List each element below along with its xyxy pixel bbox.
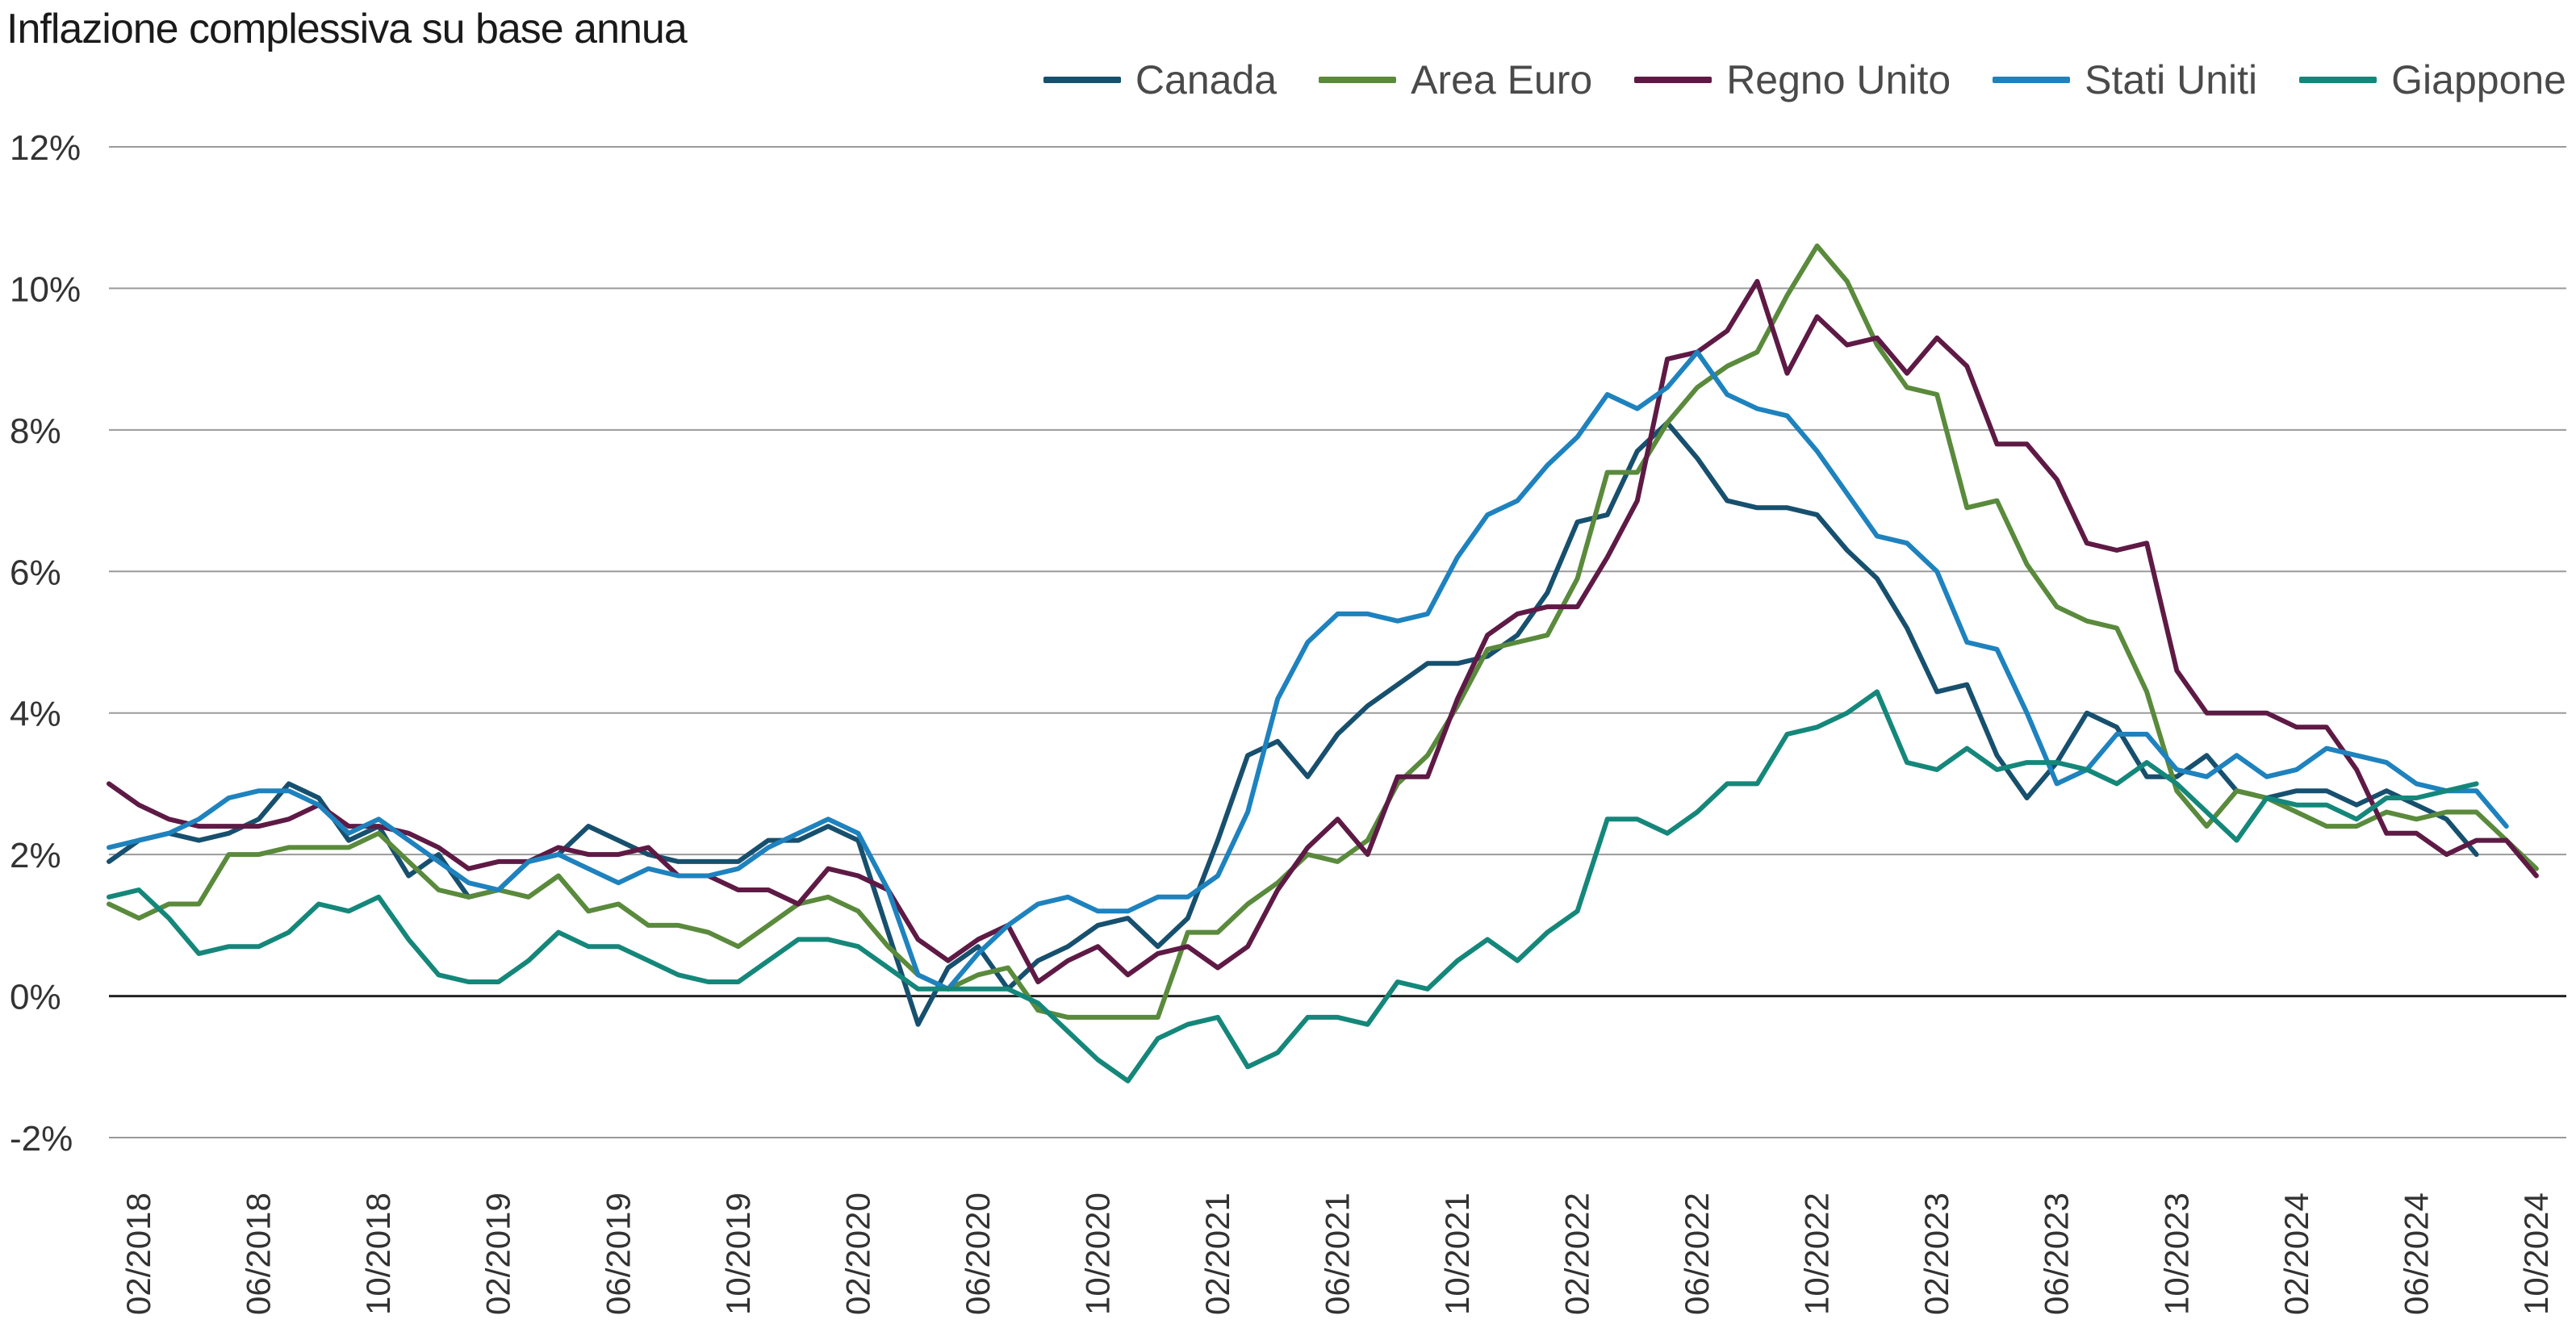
x-tick-label: 06/2022 <box>1678 1192 1716 1315</box>
x-tick-label: 06/2019 <box>599 1192 637 1315</box>
legend-swatch-giappone <box>2299 77 2377 83</box>
gridlines <box>109 146 2566 1138</box>
x-tick-label: 10/2022 <box>1798 1192 1836 1315</box>
x-tick-label: 06/2020 <box>959 1192 997 1315</box>
series-line-giappone <box>107 689 2479 1084</box>
x-axis-ticks: 02/2018 06/2018 10/2018 02/2019 06/2019 10/20… <box>119 1192 2555 1315</box>
series-line-regno-unito <box>107 278 2539 984</box>
y-tick-label: 0% <box>10 978 61 1017</box>
y-tick-label: 4% <box>10 695 61 734</box>
legend-swatch-area-euro <box>1319 77 1397 83</box>
x-tick-label: 10/2019 <box>719 1192 757 1315</box>
x-tick-label: 02/2023 <box>1917 1192 1955 1315</box>
x-tick-label: 02/2019 <box>479 1192 517 1315</box>
legend-label-regno-unito: Regno Unito <box>1726 57 1951 102</box>
x-tick-label: 06/2024 <box>2397 1192 2435 1315</box>
legend-item-regno-unito: Regno Unito <box>1634 56 1951 103</box>
x-tick-label: 06/2023 <box>2038 1192 2076 1315</box>
x-tick-label: 02/2024 <box>2277 1192 2315 1315</box>
legend-label-stati-uniti: Stati Uniti <box>2085 57 2258 102</box>
x-tick-label: 02/2018 <box>119 1192 157 1315</box>
legend-swatch-stati-uniti <box>1993 77 2071 83</box>
legend: Canada Area Euro Regno Unito Stati Uniti… <box>1043 56 2566 103</box>
y-tick-label: 12% <box>10 128 81 168</box>
series-line-area-euro <box>107 243 2539 1020</box>
y-tick-label: 10% <box>10 269 81 309</box>
y-tick-label: 6% <box>10 553 61 592</box>
legend-swatch-canada <box>1043 77 1121 83</box>
y-axis-ticks: -2% 0% 2% 4% 6% 8% 10% 12% <box>10 128 81 1159</box>
legend-swatch-regno-unito <box>1634 77 1712 83</box>
x-tick-label: 02/2021 <box>1198 1192 1236 1315</box>
y-tick-label: 2% <box>10 836 61 875</box>
legend-item-area-euro: Area Euro <box>1319 56 1592 103</box>
series-lines <box>107 243 2539 1084</box>
x-tick-label: 02/2022 <box>1558 1192 1596 1315</box>
y-tick-label: 8% <box>10 411 61 451</box>
x-tick-label: 10/2018 <box>359 1192 397 1315</box>
legend-label-giappone: Giappone <box>2391 57 2566 102</box>
x-tick-label: 06/2018 <box>240 1192 278 1315</box>
series-line-stati-uniti <box>107 349 2509 992</box>
x-tick-label: 10/2024 <box>2517 1192 2555 1315</box>
legend-item-canada: Canada <box>1043 56 1277 103</box>
legend-label-area-euro: Area Euro <box>1411 57 1593 102</box>
legend-item-giappone: Giappone <box>2299 56 2566 103</box>
x-tick-label: 10/2021 <box>1438 1192 1476 1315</box>
legend-item-stati-uniti: Stati Uniti <box>1993 56 2257 103</box>
series-line-canada <box>107 420 2479 1027</box>
x-tick-label: 10/2020 <box>1078 1192 1116 1315</box>
x-tick-label: 10/2023 <box>2157 1192 2195 1315</box>
legend-label-canada: Canada <box>1135 57 1278 102</box>
x-tick-label: 02/2020 <box>838 1192 876 1315</box>
y-tick-label: -2% <box>10 1119 73 1159</box>
chart-title: Inflazione complessiva su base annua <box>6 6 688 52</box>
x-tick-label: 06/2021 <box>1319 1192 1357 1315</box>
